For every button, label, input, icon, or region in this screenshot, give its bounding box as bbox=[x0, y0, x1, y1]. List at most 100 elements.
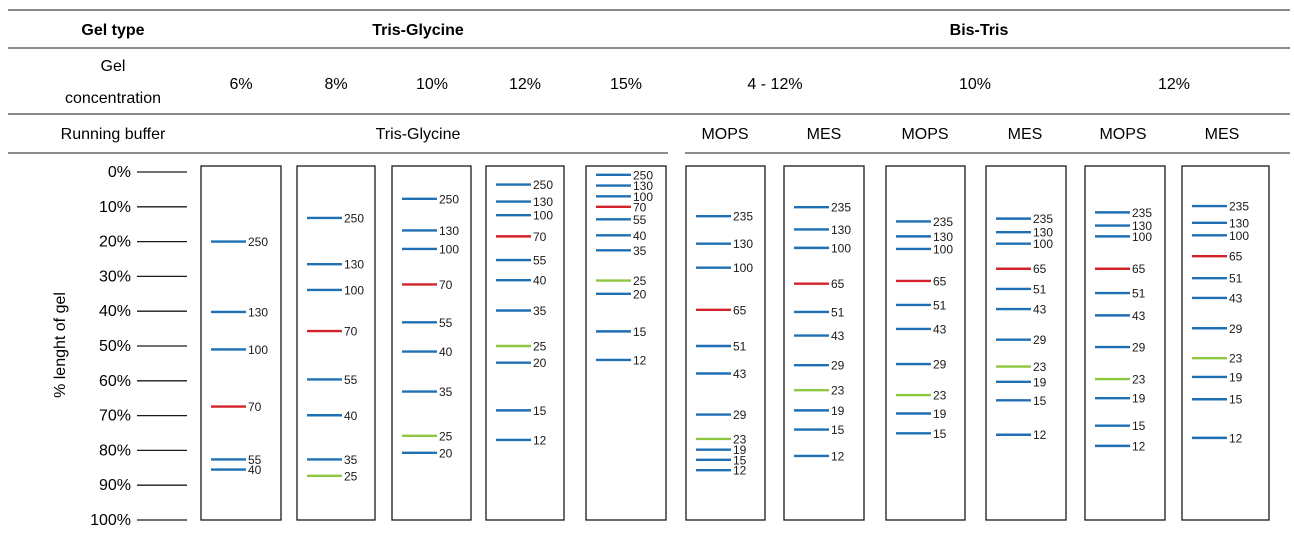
band-label: 20 bbox=[533, 356, 547, 370]
band-label: 29 bbox=[933, 358, 947, 372]
band-label: 55 bbox=[533, 254, 547, 268]
bis-tris-heading: Bis-Tris bbox=[950, 22, 1009, 39]
band-label: 235 bbox=[831, 201, 851, 215]
band-label: 12 bbox=[1229, 431, 1243, 445]
lane-box bbox=[391, 165, 472, 521]
band-label: 15 bbox=[733, 453, 747, 467]
band-label: 29 bbox=[831, 359, 845, 373]
band-label: 43 bbox=[933, 322, 947, 336]
y-tick-label: 90% bbox=[99, 477, 131, 494]
band-label: 15 bbox=[1132, 419, 1146, 433]
lane-box bbox=[685, 165, 766, 521]
band-label: 250 bbox=[439, 192, 459, 206]
band-label: 65 bbox=[733, 303, 747, 317]
band-label: 43 bbox=[1033, 303, 1047, 317]
band-label: 70 bbox=[344, 325, 358, 339]
buffer-mops-2: MOPS bbox=[901, 126, 948, 143]
band-label: 250 bbox=[533, 178, 553, 192]
concentration-6: 6% bbox=[229, 76, 252, 93]
gel-type-label: Gel type bbox=[81, 22, 144, 39]
lane-box bbox=[296, 165, 376, 521]
lane-box bbox=[985, 165, 1067, 521]
y-tick-label: 0% bbox=[108, 164, 131, 181]
band-label: 20 bbox=[633, 287, 647, 301]
running-buffer-label: Running buffer bbox=[61, 126, 166, 143]
band-label: 100 bbox=[533, 209, 553, 223]
band-label: 19 bbox=[733, 443, 747, 457]
band-label: 40 bbox=[344, 409, 358, 423]
y-axis-ticks: 0% 10% 20% 30% 40% 50% 60% 70% 80% 90% 100% bbox=[90, 164, 187, 529]
band-label: 25 bbox=[439, 429, 453, 443]
band-label: 51 bbox=[933, 298, 947, 312]
band-label: 100 bbox=[344, 283, 364, 297]
y-tick-label: 70% bbox=[99, 408, 131, 425]
lane-box bbox=[585, 165, 667, 521]
band-label: 70 bbox=[533, 230, 547, 244]
band-label: 51 bbox=[1132, 287, 1146, 301]
band-label: 130 bbox=[1033, 226, 1053, 240]
y-tick-label: 10% bbox=[99, 199, 131, 216]
band-label: 55 bbox=[439, 316, 453, 330]
band-label: 235 bbox=[1033, 212, 1053, 226]
band-label: 23 bbox=[933, 389, 947, 403]
lane-box bbox=[885, 165, 966, 521]
band-label: 100 bbox=[831, 241, 851, 255]
band-label: 51 bbox=[1229, 272, 1243, 286]
band-label: 15 bbox=[533, 404, 547, 418]
band-label: 55 bbox=[344, 373, 358, 387]
band-label: 130 bbox=[248, 305, 268, 319]
buffer-mes-2: MES bbox=[1008, 126, 1043, 143]
band-label: 235 bbox=[1229, 200, 1249, 214]
concentration-10: 10% bbox=[416, 76, 448, 93]
band-label: 130 bbox=[831, 223, 851, 237]
band-label: 29 bbox=[733, 408, 747, 422]
buffer-mops-3: MOPS bbox=[1099, 126, 1146, 143]
band-label: 35 bbox=[344, 453, 358, 467]
band-label: 51 bbox=[733, 340, 747, 354]
band-label: 130 bbox=[633, 179, 653, 193]
band-label: 43 bbox=[831, 329, 845, 343]
band-label: 23 bbox=[733, 432, 747, 446]
band-label: 25 bbox=[344, 469, 358, 483]
tris-glycine-heading: Tris-Glycine bbox=[372, 22, 464, 39]
band-label: 43 bbox=[1132, 309, 1146, 323]
band-label: 100 bbox=[248, 343, 268, 357]
lane-box bbox=[1084, 165, 1166, 521]
band-label: 235 bbox=[1132, 206, 1152, 220]
concentration-12: 12% bbox=[509, 76, 541, 93]
band-label: 35 bbox=[439, 385, 453, 399]
concentration-15: 15% bbox=[610, 76, 642, 93]
band-label: 15 bbox=[1229, 393, 1243, 407]
band-label: 130 bbox=[733, 237, 753, 251]
band-label: 65 bbox=[1033, 262, 1047, 276]
buffer-mes-3: MES bbox=[1205, 126, 1240, 143]
band-label: 12 bbox=[831, 449, 845, 463]
band-label: 23 bbox=[1229, 352, 1243, 366]
band-label: 235 bbox=[733, 210, 753, 224]
band-label: 130 bbox=[1132, 219, 1152, 233]
y-tick-label: 40% bbox=[99, 303, 131, 320]
band-label: 55 bbox=[633, 213, 647, 227]
band-label: 100 bbox=[1229, 229, 1249, 243]
band-label: 40 bbox=[439, 345, 453, 359]
band-label: 130 bbox=[533, 195, 553, 209]
band-label: 100 bbox=[933, 242, 953, 256]
lane-box bbox=[485, 165, 565, 521]
gel-lane: 250 130 100 70 55 40 35 25 bbox=[296, 165, 376, 521]
buffer-tris-glycine: Tris-Glycine bbox=[376, 126, 461, 143]
band-label: 15 bbox=[933, 427, 947, 441]
lane-box bbox=[783, 165, 865, 521]
band-label: 65 bbox=[933, 274, 947, 288]
band-label: 40 bbox=[248, 463, 262, 477]
band-label: 29 bbox=[1229, 322, 1243, 336]
band-label: 12 bbox=[633, 353, 647, 367]
concentration-4-12: 4 - 12% bbox=[747, 76, 802, 93]
band-label: 250 bbox=[344, 211, 364, 225]
y-tick-label: 50% bbox=[99, 338, 131, 355]
